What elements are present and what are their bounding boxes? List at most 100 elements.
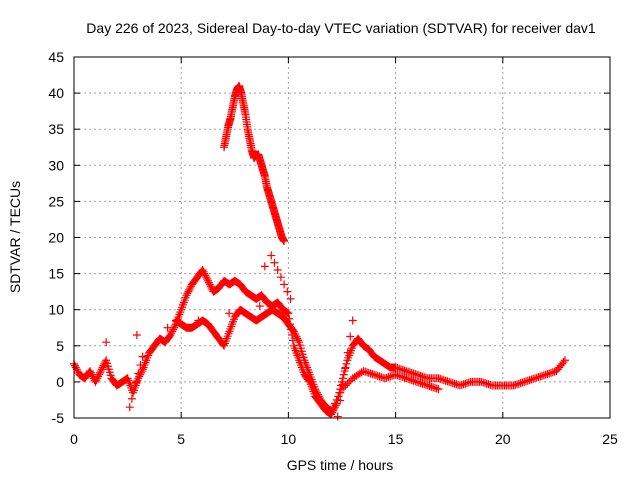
data-point bbox=[450, 379, 459, 388]
data-point bbox=[409, 376, 418, 385]
data-point bbox=[520, 377, 529, 386]
data-point bbox=[418, 379, 427, 388]
data-point bbox=[479, 378, 488, 387]
data-point bbox=[543, 370, 552, 379]
data-point bbox=[138, 352, 147, 361]
data-point bbox=[455, 381, 464, 390]
data-point bbox=[461, 379, 470, 388]
data-point bbox=[363, 368, 372, 377]
data-point bbox=[448, 379, 457, 388]
data-point bbox=[541, 370, 550, 379]
data-point bbox=[339, 370, 348, 379]
data-point bbox=[548, 368, 557, 377]
data-point bbox=[400, 373, 409, 382]
data-point bbox=[391, 363, 400, 372]
data-point bbox=[484, 380, 493, 389]
data-point bbox=[348, 316, 357, 325]
data-point bbox=[336, 388, 345, 397]
data-point bbox=[225, 309, 234, 318]
data-point bbox=[539, 371, 548, 380]
data-point bbox=[294, 336, 303, 345]
data-point bbox=[511, 380, 520, 389]
data-point bbox=[441, 376, 450, 385]
x-tick-labels: 0 5 10 15 20 25 bbox=[70, 431, 618, 447]
data-point bbox=[414, 371, 423, 380]
data-point bbox=[430, 383, 439, 392]
data-point bbox=[514, 379, 523, 388]
data-point bbox=[396, 372, 405, 381]
data-point bbox=[393, 371, 402, 380]
data-point bbox=[201, 271, 210, 280]
data-point bbox=[405, 368, 414, 377]
plot-frame bbox=[73, 56, 611, 419]
data-point bbox=[204, 278, 213, 287]
data-point bbox=[547, 368, 556, 377]
data-point bbox=[518, 378, 527, 387]
y-tick-label: 25 bbox=[48, 193, 64, 209]
data-point bbox=[413, 370, 422, 379]
data-point bbox=[204, 276, 212, 285]
x-tick-label: 25 bbox=[602, 431, 618, 447]
data-point bbox=[364, 368, 373, 377]
data-point bbox=[194, 316, 203, 325]
data-point bbox=[530, 374, 539, 383]
data-point bbox=[393, 364, 402, 373]
data-point bbox=[95, 368, 104, 377]
data-point bbox=[136, 361, 145, 370]
data-point bbox=[199, 267, 208, 276]
data-point bbox=[532, 373, 541, 382]
data-point bbox=[421, 373, 430, 382]
data-point bbox=[73, 367, 82, 376]
x-tick-label: 5 bbox=[177, 431, 185, 447]
data-point bbox=[206, 282, 215, 291]
data-point bbox=[97, 365, 106, 374]
data-point bbox=[427, 382, 436, 391]
data-point bbox=[536, 372, 545, 381]
data-point bbox=[418, 372, 427, 381]
y-tick-labels: -5 0 5 10 15 20 25 30 35 40 45 bbox=[48, 49, 64, 426]
data-point bbox=[182, 291, 191, 300]
data-point bbox=[284, 309, 293, 318]
data-point bbox=[361, 367, 370, 376]
data-point bbox=[163, 323, 172, 332]
data-point bbox=[343, 348, 352, 357]
data-point bbox=[534, 373, 543, 382]
data-point bbox=[425, 382, 434, 391]
data-point bbox=[375, 372, 384, 381]
data-point bbox=[409, 369, 418, 378]
x-tick-label: 20 bbox=[495, 431, 511, 447]
data-point bbox=[96, 367, 105, 376]
data-point bbox=[205, 280, 214, 289]
data-point bbox=[186, 284, 195, 293]
data-point bbox=[407, 368, 416, 377]
data-point bbox=[282, 308, 291, 317]
data-point bbox=[327, 406, 336, 415]
data-point bbox=[429, 383, 438, 392]
data-point bbox=[368, 370, 377, 379]
data-point bbox=[168, 327, 177, 336]
data-point bbox=[463, 379, 472, 388]
data-point bbox=[293, 334, 302, 343]
y-tick-label: 20 bbox=[48, 230, 64, 246]
data-point bbox=[482, 379, 491, 388]
data-point bbox=[398, 373, 407, 382]
data-point bbox=[198, 265, 207, 274]
data-point bbox=[169, 325, 178, 334]
data-point bbox=[311, 385, 320, 394]
data-point bbox=[370, 370, 379, 379]
data-point bbox=[420, 373, 429, 382]
data-point bbox=[413, 377, 422, 386]
data-point bbox=[395, 371, 404, 380]
data-point bbox=[527, 375, 536, 384]
data-point bbox=[477, 377, 486, 386]
data-point bbox=[464, 378, 473, 387]
chart-title: Day 226 of 2023, Sidereal Day-to-day VTE… bbox=[86, 20, 596, 36]
data-point bbox=[132, 330, 141, 339]
data-point bbox=[184, 287, 193, 296]
data-point bbox=[523, 376, 532, 385]
data-point bbox=[380, 374, 389, 383]
y-tick-label: 15 bbox=[48, 266, 64, 282]
data-point bbox=[71, 363, 80, 372]
data-point bbox=[102, 338, 111, 347]
data-point bbox=[404, 367, 413, 376]
